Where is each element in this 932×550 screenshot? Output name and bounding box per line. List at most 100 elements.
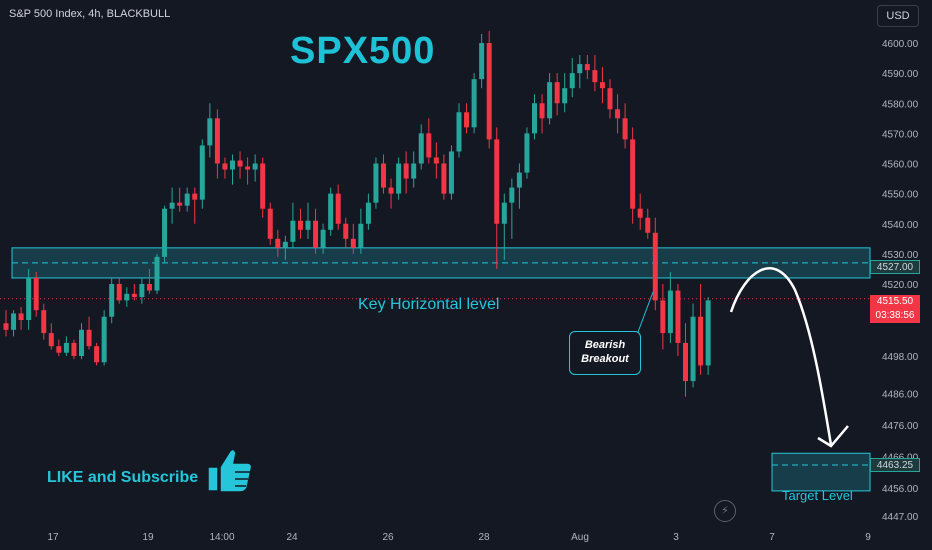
candle-body — [86, 329, 92, 347]
candle-body — [532, 103, 537, 134]
candle-body — [192, 193, 198, 200]
candle-body — [162, 208, 168, 257]
candle-body — [18, 313, 24, 320]
candle-body — [569, 73, 575, 89]
candle-body — [433, 157, 439, 164]
countdown-tag: 03:38:56 — [870, 309, 920, 323]
y-tick-label: 4498.00 — [882, 352, 919, 363]
x-tick-label: 7 — [769, 532, 775, 543]
candle-body — [667, 290, 673, 334]
candle-body — [313, 220, 319, 248]
candle-body — [471, 79, 477, 128]
candle-body — [637, 208, 643, 218]
x-tick-label: 3 — [673, 532, 679, 543]
candle-body — [230, 160, 235, 170]
candle-body — [79, 329, 84, 356]
candle-body — [660, 300, 666, 334]
target-price-tag: 4463.25 — [870, 458, 920, 472]
candle-body — [683, 342, 688, 382]
candle-body — [199, 145, 205, 200]
candle-body — [705, 300, 711, 366]
candle-body — [275, 238, 281, 248]
x-tick-label: 14:00 — [209, 532, 234, 543]
candle-body — [607, 88, 613, 110]
y-tick-label: 4570.00 — [882, 129, 919, 140]
thumbs-up-icon — [207, 448, 253, 493]
current-price-tag: 4515.50 — [870, 295, 920, 309]
candle-body — [441, 163, 447, 194]
candle-body — [698, 316, 704, 366]
candle-body — [373, 163, 379, 203]
candle-body — [645, 217, 651, 233]
candle-body — [177, 202, 183, 206]
candle-body — [48, 333, 54, 347]
y-tick-label: 4580.00 — [882, 99, 919, 110]
candle-body — [358, 223, 364, 248]
candle-body — [539, 103, 545, 119]
key-zone-rect — [11, 247, 871, 279]
chart-title: S&P 500 Index, 4h, BLACKBULL — [9, 8, 171, 20]
candle-body — [305, 220, 311, 230]
candle-body — [11, 313, 17, 330]
candle-body — [109, 284, 115, 317]
candle-body — [365, 202, 371, 224]
candle-body — [267, 208, 273, 239]
candle-body — [630, 139, 636, 209]
y-tick-label: 4560.00 — [882, 160, 919, 171]
candle-body — [418, 133, 424, 164]
candle-body — [396, 163, 402, 194]
candle-body — [33, 277, 39, 311]
candle-body — [343, 223, 349, 239]
main-title: SPX500 — [290, 30, 436, 72]
y-tick-label: 4600.00 — [882, 39, 919, 50]
candle-body — [290, 220, 296, 242]
candle-body — [260, 163, 266, 209]
candle-body — [426, 133, 432, 158]
y-axis: 4600.00 4590.00 4580.00 4570.00 4560.00 4550.… — [882, 39, 919, 523]
candle-body — [524, 133, 530, 173]
lightning-icon[interactable]: ⚡ — [714, 500, 736, 522]
x-tick-label: 19 — [142, 532, 154, 543]
candle-body — [184, 193, 190, 206]
candle-body — [335, 193, 341, 224]
y-tick-label: 4530.00 — [882, 250, 919, 261]
candle-body — [592, 70, 598, 83]
y-tick-label: 4447.00 — [882, 512, 919, 523]
y-tick-label: 4540.00 — [882, 220, 919, 231]
y-tick-label: 4520.00 — [882, 280, 919, 291]
candle-body — [690, 316, 696, 382]
callout-pointer — [637, 291, 654, 333]
y-tick-label: 4456.00 — [882, 484, 919, 495]
candle-body — [652, 232, 658, 301]
candle-body — [622, 118, 628, 140]
candle-body — [328, 193, 334, 230]
candle-body — [403, 163, 409, 179]
candle-body — [237, 160, 243, 167]
x-tick-label: 24 — [286, 532, 298, 543]
projection-arrowhead — [817, 425, 849, 448]
candle-body — [146, 284, 152, 291]
y-tick-label: 4466.00 — [882, 452, 919, 463]
key-level-label: Key Horizontal level — [358, 296, 500, 313]
x-tick-label: 17 — [47, 532, 59, 543]
candle-body — [562, 88, 568, 104]
zone-layer — [0, 247, 871, 492]
currency-button[interactable]: USD — [877, 5, 919, 27]
candle-body — [245, 166, 251, 170]
candle-body — [320, 229, 326, 248]
y-tick-label: 4550.00 — [882, 190, 919, 201]
candle-body — [494, 139, 500, 224]
candle-body — [26, 277, 32, 320]
x-tick-label: Aug — [571, 532, 589, 543]
candle-body — [116, 284, 122, 301]
candle-body — [479, 43, 485, 80]
projection-arrow — [729, 267, 833, 446]
candle-body — [207, 118, 213, 146]
candle-body — [56, 346, 62, 353]
candle-body — [41, 310, 47, 334]
candle-body — [101, 316, 107, 363]
candle-body — [63, 342, 69, 353]
y-tick-label: 4486.00 — [882, 390, 919, 401]
candle-body — [139, 284, 145, 298]
candle-body — [509, 187, 515, 203]
